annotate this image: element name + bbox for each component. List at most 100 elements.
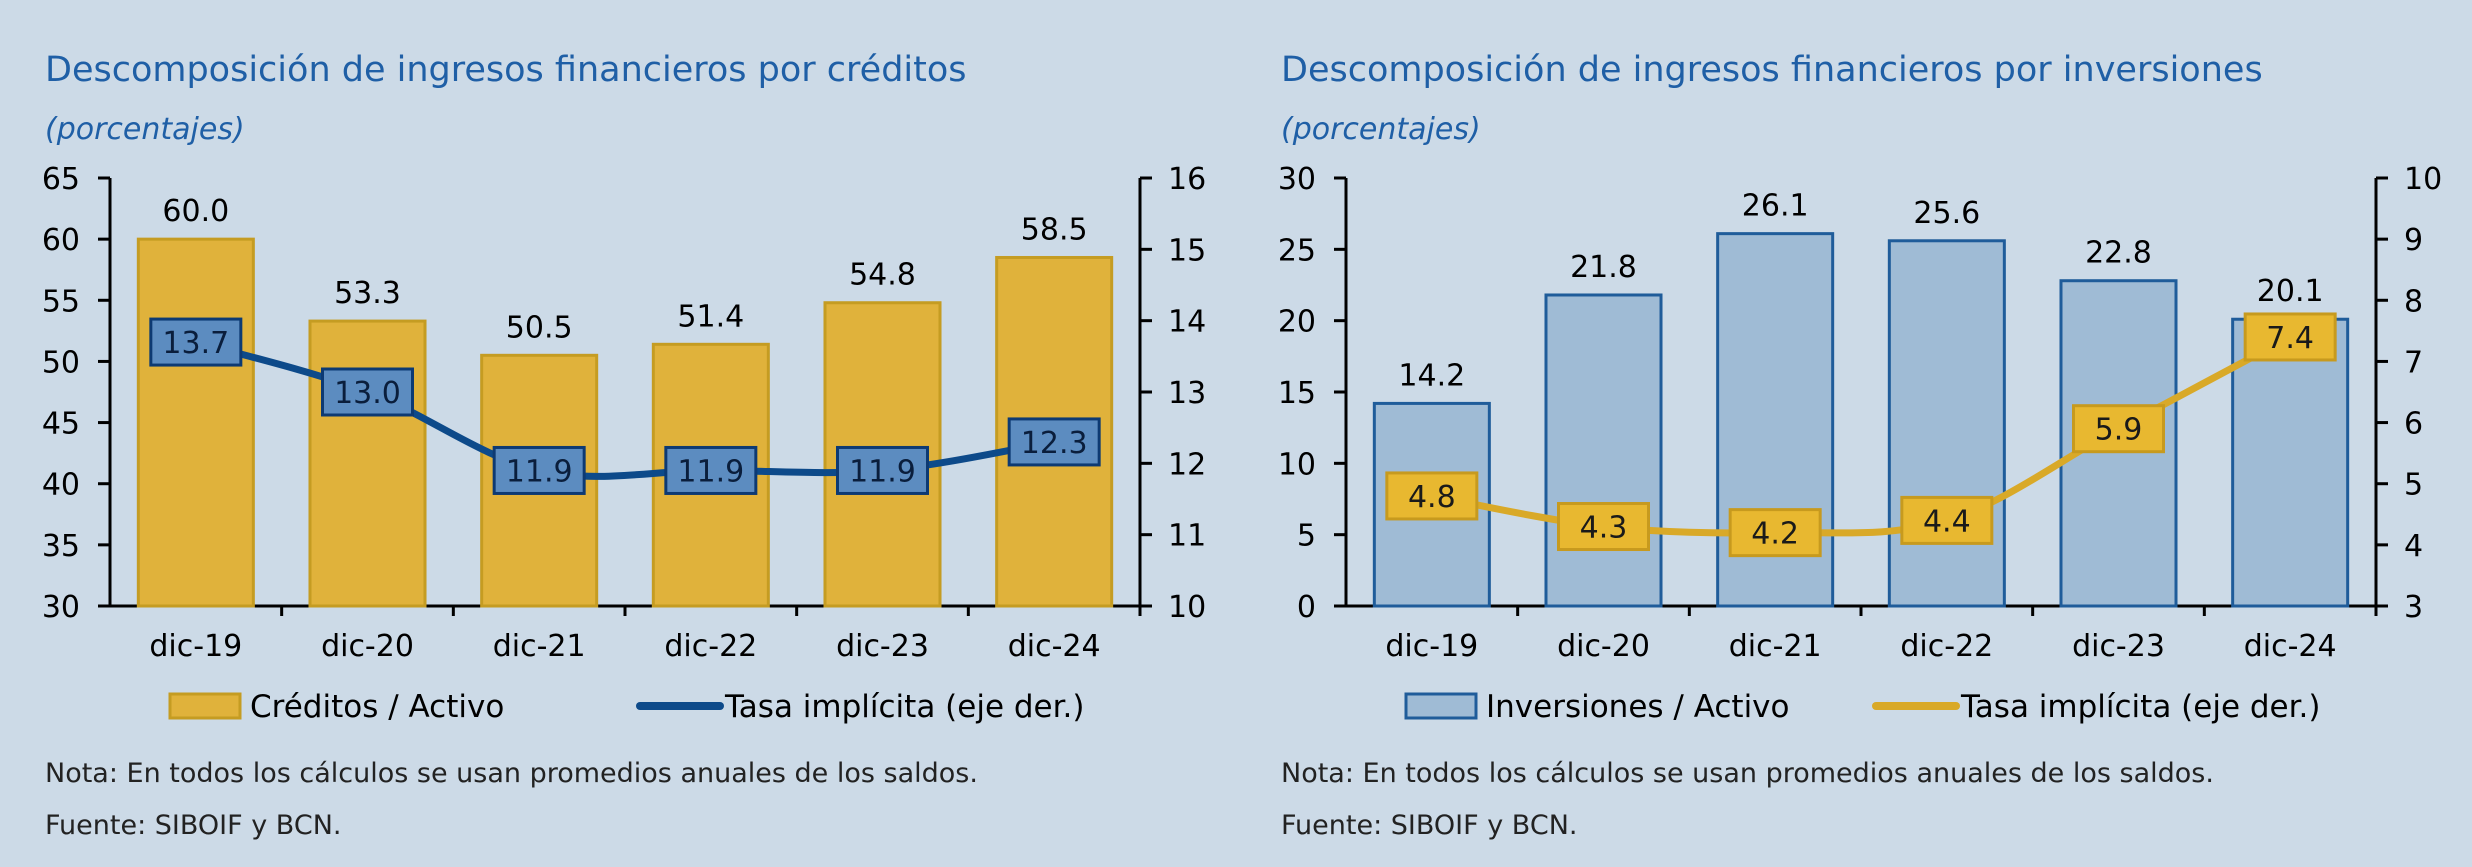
y-tick-label-left: 40 bbox=[42, 468, 80, 503]
legend-label-line: Tasa implícita (eje der.) bbox=[724, 689, 1084, 725]
y-tick-label-right: 10 bbox=[2404, 162, 2442, 197]
x-tick-label: dic-23 bbox=[836, 629, 929, 664]
line-value-label: 4.4 bbox=[1923, 504, 1971, 539]
legend-label-bar: Créditos / Activo bbox=[250, 689, 504, 725]
chart-subtitle: (porcentajes) bbox=[1281, 112, 1481, 147]
line-value-label: 4.3 bbox=[1580, 511, 1628, 546]
y-tick-label-left: 15 bbox=[1278, 376, 1316, 411]
x-tick-label: dic-24 bbox=[1008, 629, 1101, 664]
y-tick-label-left: 0 bbox=[1297, 590, 1316, 625]
x-tick-label: dic-20 bbox=[321, 629, 414, 664]
line-value-label: 7.4 bbox=[2266, 321, 2314, 356]
y-tick-label-left: 35 bbox=[42, 529, 80, 564]
x-tick-label: dic-23 bbox=[2072, 629, 2165, 664]
line-point-marker bbox=[149, 317, 243, 367]
bar-value-label: 51.4 bbox=[677, 299, 744, 334]
chart-title: Descomposición de ingresos financieros p… bbox=[1281, 50, 2263, 90]
y-tick-label-left: 25 bbox=[1278, 233, 1316, 268]
y-tick-label-left: 60 bbox=[42, 223, 80, 258]
y-tick-label-right: 11 bbox=[1168, 519, 1206, 554]
line-value-label: 4.2 bbox=[1751, 517, 1799, 552]
bar-value-label: 26.1 bbox=[1742, 189, 1809, 224]
bar bbox=[1544, 293, 1663, 608]
y-tick-label-left: 20 bbox=[1278, 305, 1316, 340]
bar bbox=[1887, 239, 2006, 608]
y-tick-label-left: 55 bbox=[42, 284, 80, 319]
bar bbox=[2231, 317, 2350, 608]
y-tick-label-left: 65 bbox=[42, 162, 80, 197]
y-tick-label-right: 3 bbox=[2404, 590, 2423, 625]
y-tick-label-left: 50 bbox=[42, 345, 80, 380]
legend-swatch-bar bbox=[168, 692, 242, 720]
y-tick-label-right: 4 bbox=[2404, 529, 2423, 564]
line-point-marker bbox=[1385, 471, 1479, 521]
y-tick-label-right: 13 bbox=[1168, 376, 1206, 411]
bar bbox=[136, 237, 255, 608]
chart-source: Fuente: SIBOIF y BCN. bbox=[45, 810, 342, 841]
chart-creditos: 30 35 40 45 50 55 60 65 10 11 12 13 14 15 16 60.0 dic-19… bbox=[42, 162, 1206, 725]
bar-value-label: 20.1 bbox=[2257, 274, 2324, 309]
y-tick-label-right: 15 bbox=[1168, 233, 1206, 268]
y-tick-label-left: 45 bbox=[42, 407, 80, 442]
line-point-marker bbox=[1728, 508, 1822, 558]
line-point-marker bbox=[2243, 312, 2337, 362]
line-point-marker bbox=[492, 445, 586, 495]
x-tick-label: dic-20 bbox=[1557, 629, 1650, 664]
y-tick-label-right: 8 bbox=[2404, 284, 2423, 319]
line-value-label: 11.9 bbox=[849, 454, 916, 489]
chart-inversiones: 0 5 10 15 20 25 30 3 4 5 6 7 8 9 10 14.2 dic-19 21.8 dic-2… bbox=[1278, 162, 2442, 725]
y-tick-label-left: 5 bbox=[1297, 519, 1316, 554]
line-point-marker bbox=[1007, 417, 1101, 467]
legend-swatch-bar bbox=[1404, 692, 1478, 720]
line-value-label: 13.0 bbox=[334, 376, 401, 411]
line-value-label: 11.9 bbox=[677, 454, 744, 489]
line-value-label: 12.3 bbox=[1021, 426, 1088, 461]
line-point-marker bbox=[1557, 502, 1650, 552]
legend-label-line: Tasa implícita (eje der.) bbox=[1960, 689, 2320, 725]
chart-title: Descomposición de ingresos financieros p… bbox=[45, 50, 967, 90]
y-tick-label-right: 12 bbox=[1168, 447, 1206, 482]
chart-panel-creditos: Descomposición de ingresos financieros p… bbox=[42, 50, 1206, 841]
chart-note: Nota: En todos los cálculos se usan prom… bbox=[45, 758, 978, 789]
x-tick-label: dic-19 bbox=[149, 629, 242, 664]
chart-panel-inversiones: Descomposición de ingresos financieros p… bbox=[1236, 0, 2472, 867]
line-value-label: 4.8 bbox=[1408, 480, 1456, 515]
bar-value-label: 58.5 bbox=[1021, 212, 1088, 247]
y-tick-label-left: 30 bbox=[1278, 162, 1316, 197]
legend-label-bar: Inversiones / Activo bbox=[1486, 689, 1790, 725]
x-tick-label: dic-19 bbox=[1385, 629, 1478, 664]
line-point-marker bbox=[664, 445, 758, 495]
bar-value-label: 14.2 bbox=[1398, 358, 1465, 393]
x-tick-label: dic-21 bbox=[1729, 629, 1822, 664]
line-point-marker bbox=[836, 445, 929, 495]
bar bbox=[308, 319, 427, 608]
x-tick-label: dic-24 bbox=[2244, 629, 2337, 664]
y-tick-label-right: 6 bbox=[2404, 407, 2423, 442]
y-tick-label-right: 14 bbox=[1168, 305, 1206, 340]
x-tick-label: dic-21 bbox=[493, 629, 586, 664]
bar-value-label: 50.5 bbox=[506, 310, 573, 345]
y-tick-label-right: 7 bbox=[2404, 345, 2423, 380]
line-value-label: 5.9 bbox=[2095, 413, 2143, 448]
line-value-label: 11.9 bbox=[506, 454, 573, 489]
y-tick-label-left: 10 bbox=[1278, 447, 1316, 482]
chart-source: Fuente: SIBOIF y BCN. bbox=[1281, 810, 1578, 841]
bar-value-label: 21.8 bbox=[1570, 250, 1637, 285]
line-point-marker bbox=[321, 367, 414, 417]
y-tick-label-right: 9 bbox=[2404, 223, 2423, 258]
y-tick-label-right: 5 bbox=[2404, 468, 2423, 503]
y-tick-label-right: 10 bbox=[1168, 590, 1206, 625]
y-tick-label-right: 16 bbox=[1168, 162, 1206, 197]
bar-value-label: 54.8 bbox=[849, 258, 916, 293]
bar-value-label: 22.8 bbox=[2085, 236, 2152, 271]
chart-subtitle: (porcentajes) bbox=[45, 112, 245, 147]
bar-value-label: 53.3 bbox=[334, 276, 401, 311]
bar-value-label: 60.0 bbox=[162, 194, 229, 229]
chart-note: Nota: En todos los cálculos se usan prom… bbox=[1281, 758, 2214, 789]
line-point-marker bbox=[2072, 404, 2165, 454]
line-point-marker bbox=[1900, 495, 1994, 545]
line-value-label: 13.7 bbox=[162, 326, 229, 361]
x-tick-label: dic-22 bbox=[664, 629, 757, 664]
y-tick-label-left: 30 bbox=[42, 590, 80, 625]
bar-value-label: 25.6 bbox=[1913, 196, 1980, 231]
